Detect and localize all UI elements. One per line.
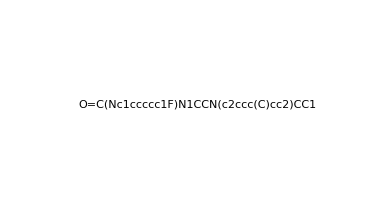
Text: O=C(Nc1ccccc1F)N1CCN(c2ccc(C)cc2)CC1: O=C(Nc1ccccc1F)N1CCN(c2ccc(C)cc2)CC1 <box>79 99 317 109</box>
